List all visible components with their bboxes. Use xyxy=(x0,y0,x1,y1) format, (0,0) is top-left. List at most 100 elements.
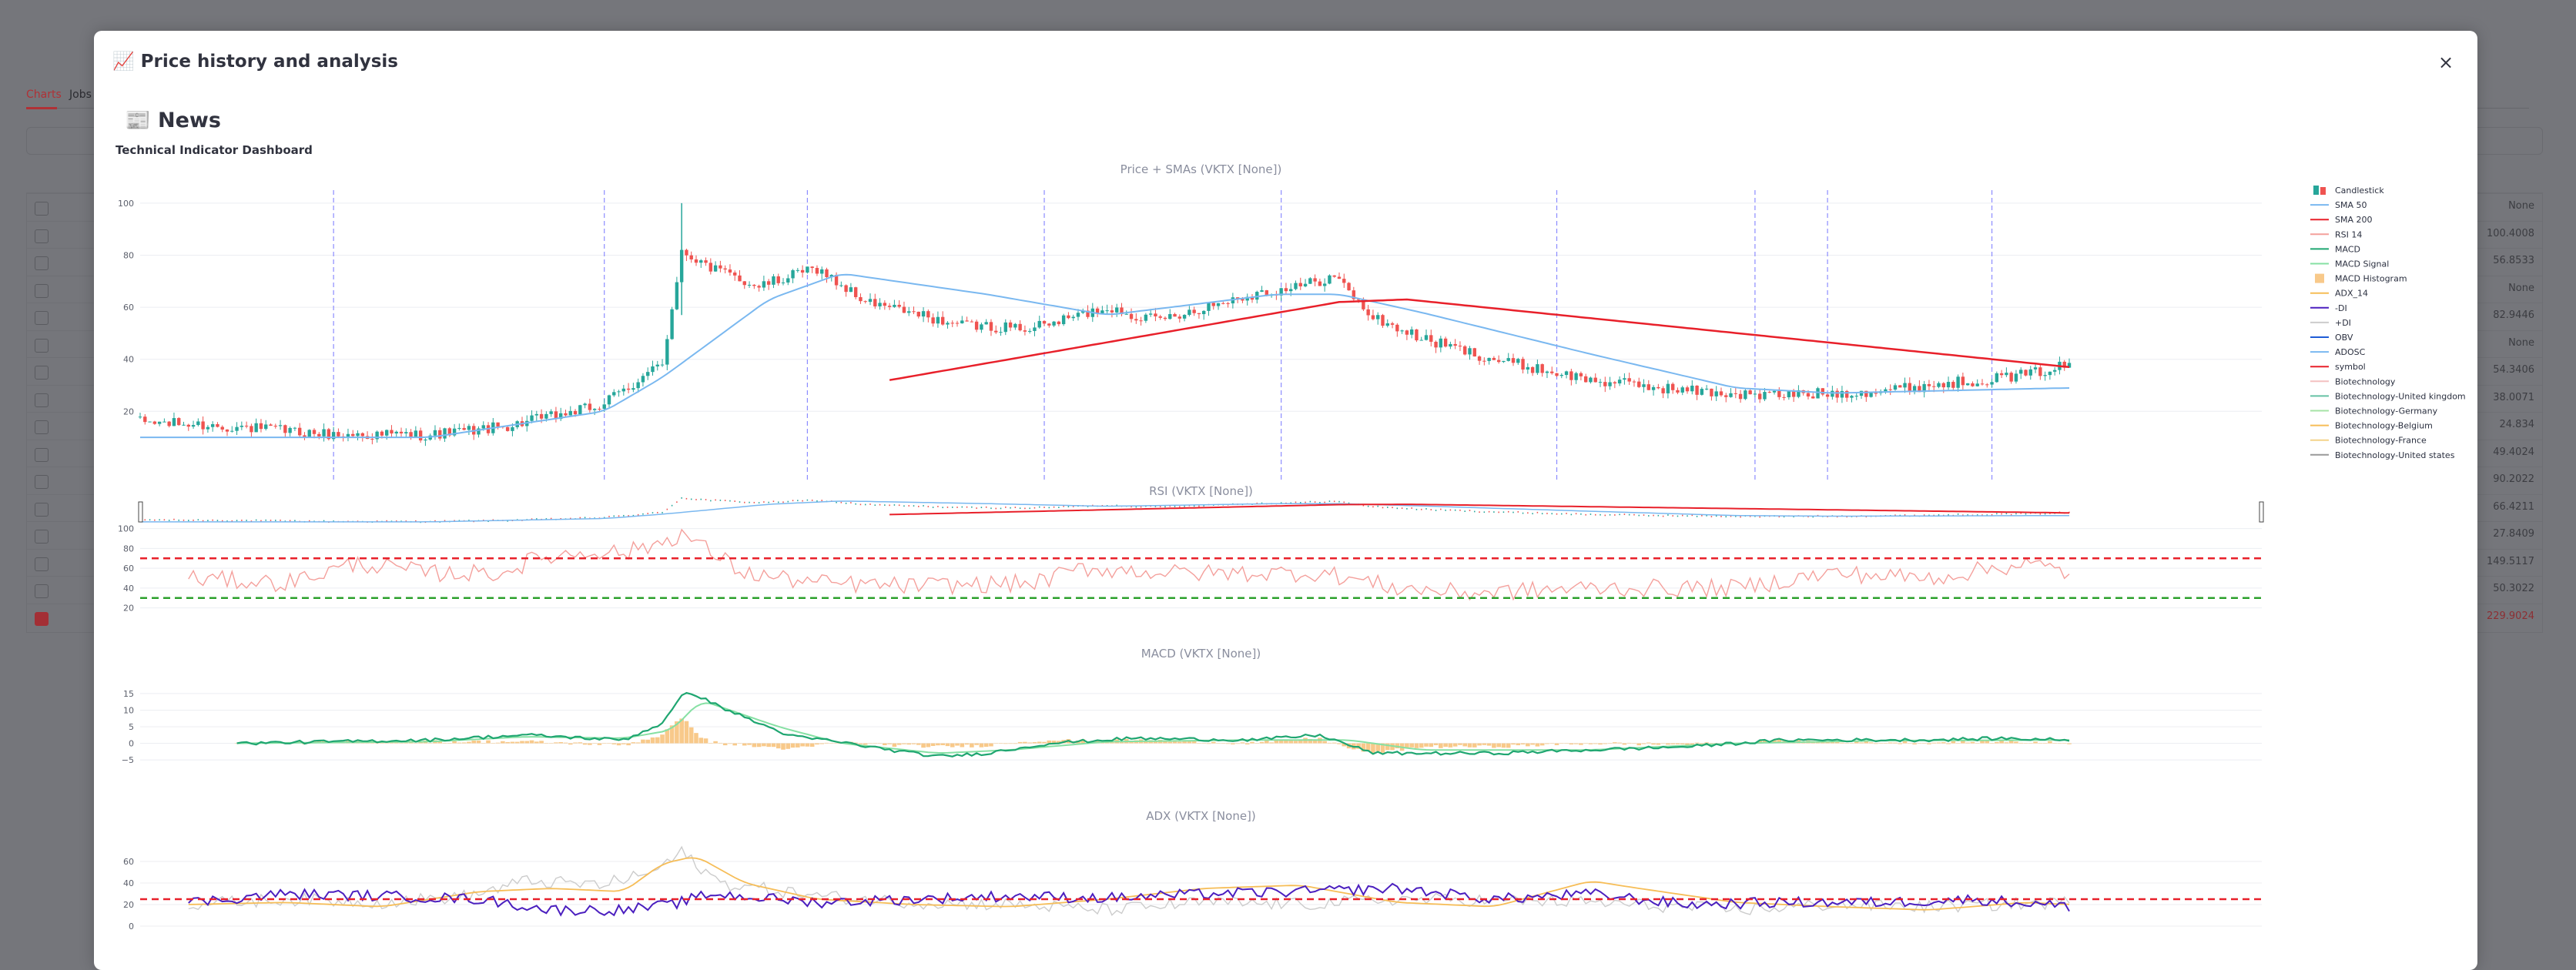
candle-body xyxy=(1704,388,1709,390)
candle-body xyxy=(859,296,863,302)
range-slider-right-handle xyxy=(2259,501,2264,523)
candle-body xyxy=(1114,307,1119,313)
macd-histogram-bar xyxy=(1917,743,1922,744)
candle-body xyxy=(1840,390,1844,398)
candle-body xyxy=(477,428,481,435)
candle-body xyxy=(1376,315,1380,319)
candle-body xyxy=(626,388,631,390)
candle-body xyxy=(1362,299,1365,309)
macd-histogram-bar xyxy=(1936,742,1941,744)
row-checkbox[interactable] xyxy=(35,229,49,243)
candle-body xyxy=(1188,309,1191,316)
candle-body xyxy=(447,428,452,436)
macd-histogram-bar xyxy=(1834,741,1840,744)
candle-body xyxy=(1148,313,1153,315)
legend-item[interactable]: MACD Histogram xyxy=(2315,273,2407,284)
legend-item[interactable]: -DI xyxy=(2310,303,2347,313)
macd-histogram-bar xyxy=(1104,741,1110,744)
row-checkbox[interactable] xyxy=(35,447,49,462)
row-checkbox[interactable] xyxy=(35,611,49,626)
candle-body xyxy=(1530,366,1535,373)
candle-body xyxy=(1226,303,1230,304)
candle-body xyxy=(1390,323,1395,325)
macd-histogram-bar xyxy=(713,741,718,744)
candle-body xyxy=(573,410,578,415)
legend-item[interactable]: Biotechnology-Belgium xyxy=(2310,421,2433,431)
legend-label: MACD Histogram xyxy=(2335,274,2407,284)
legend-item[interactable]: Biotechnology-United states xyxy=(2310,450,2455,460)
row-checkbox[interactable] xyxy=(35,584,49,598)
legend-item[interactable]: SMA 50 xyxy=(2310,200,2367,210)
legend-item[interactable]: Biotechnology-United kingdom xyxy=(2310,391,2466,401)
candle-body xyxy=(2024,370,2028,376)
candle-body xyxy=(1603,382,1607,386)
candle-body xyxy=(1613,382,1617,384)
row-checkbox[interactable] xyxy=(35,420,49,434)
row-checkbox[interactable] xyxy=(35,202,49,216)
candle-body xyxy=(636,382,640,389)
legend-item[interactable]: OBV xyxy=(2310,333,2353,343)
macd-histogram-bar xyxy=(1970,741,1975,744)
row-value: 56.8533 xyxy=(2493,255,2534,266)
candle-body xyxy=(1816,388,1820,399)
candle-body xyxy=(1927,383,1931,386)
row-checkbox[interactable] xyxy=(35,338,49,353)
macd-histogram-bar xyxy=(1365,743,1371,751)
candle-body xyxy=(1332,275,1336,277)
row-checkbox[interactable] xyxy=(35,256,49,270)
candle-body xyxy=(1985,384,1989,386)
candle-body xyxy=(1086,310,1090,317)
candle-body xyxy=(1110,310,1114,313)
candle-body xyxy=(1999,373,2004,376)
legend-item[interactable]: ADX_14 xyxy=(2310,289,2368,299)
candle-body xyxy=(418,430,423,441)
macd-histogram-bar xyxy=(815,743,819,745)
macd-histogram-bar xyxy=(486,740,491,744)
row-value: None xyxy=(2508,200,2534,212)
row-checkbox[interactable] xyxy=(35,366,49,380)
candle-body xyxy=(772,276,775,285)
legend-item[interactable]: symbol xyxy=(2310,362,2366,372)
indicator-dashboard-chart[interactable]: Price + SMAs (VKTX [None])20406080100RSI… xyxy=(94,31,2477,970)
candle-body xyxy=(1845,390,1849,398)
macd-histogram-bar xyxy=(1840,742,1844,744)
legend-item[interactable]: MACD Signal xyxy=(2310,259,2389,269)
legend-item[interactable]: SMA 200 xyxy=(2310,215,2373,225)
y-tick-label: 80 xyxy=(123,251,134,261)
candle-body xyxy=(592,408,597,410)
legend-item[interactable]: Biotechnology-Germany xyxy=(2310,406,2438,416)
tab-jobs[interactable]: Jobs xyxy=(69,89,92,101)
candle-body xyxy=(1139,320,1143,322)
macd-histogram-bar xyxy=(2048,741,2052,744)
row-checkbox[interactable] xyxy=(35,530,49,544)
macd-histogram-bar xyxy=(998,743,1003,744)
macd-histogram-bar xyxy=(1511,743,1516,745)
row-checkbox[interactable] xyxy=(35,283,49,298)
row-checkbox[interactable] xyxy=(35,393,49,407)
row-checkbox[interactable] xyxy=(35,557,49,571)
legend-item[interactable]: ADOSC xyxy=(2310,347,2366,357)
close-button[interactable]: × xyxy=(2437,52,2454,73)
candle-body xyxy=(172,418,176,426)
legend-item[interactable]: MACD xyxy=(2310,244,2360,254)
legend-bar-icon xyxy=(2315,273,2324,283)
tab-charts[interactable]: Charts xyxy=(26,89,62,101)
legend-item[interactable]: Candlestick xyxy=(2313,186,2384,196)
row-checkbox[interactable] xyxy=(35,502,49,517)
candle-body xyxy=(713,265,718,272)
row-checkbox[interactable] xyxy=(35,311,49,325)
macd-histogram-bar xyxy=(960,743,965,748)
legend-item[interactable]: +DI xyxy=(2310,318,2351,328)
macd-histogram-bar xyxy=(1539,743,1545,746)
legend-item[interactable]: RSI 14 xyxy=(2310,229,2362,239)
macd-histogram-bar xyxy=(1153,741,1158,744)
macd-histogram-bar xyxy=(524,741,530,744)
row-value: 49.4024 xyxy=(2493,446,2534,458)
candle-body xyxy=(1695,385,1699,395)
legend-item[interactable]: Biotechnology xyxy=(2310,376,2396,386)
row-checkbox[interactable] xyxy=(35,475,49,489)
macd-histogram-bar xyxy=(1110,742,1114,744)
macd-histogram-bar xyxy=(399,742,404,744)
candle-body xyxy=(534,413,539,416)
legend-item[interactable]: Biotechnology-France xyxy=(2310,436,2427,446)
